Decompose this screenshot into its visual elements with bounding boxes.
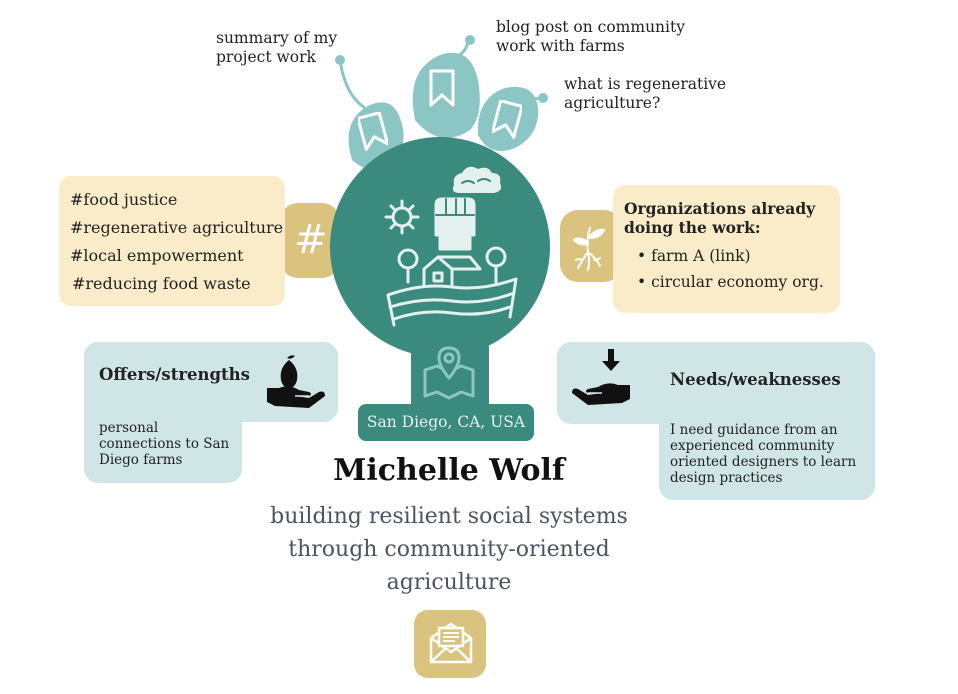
location-badge: San Diego, CA, USA xyxy=(358,404,534,441)
tag-item[interactable]: #regenerative agriculture xyxy=(70,218,284,237)
needs-heading: Needs/weaknesses xyxy=(670,370,841,389)
needs-body: I need guidance from an experienced comm… xyxy=(670,422,857,486)
tag-item[interactable]: #local empowerment xyxy=(70,246,244,265)
sprout-icon xyxy=(572,222,606,272)
contact-button[interactable] xyxy=(414,610,486,678)
farm-fist-icon xyxy=(382,157,522,327)
tags-card: #food justice #regenerative agriculture … xyxy=(59,176,285,306)
organization-link-circular[interactable]: circular economy org. xyxy=(651,273,824,291)
tag-item[interactable]: #food justice xyxy=(70,190,178,209)
organizations-heading: Organizations already doing the work: xyxy=(624,199,816,237)
location-label: San Diego, CA, USA xyxy=(366,413,526,431)
mail-icon xyxy=(428,620,474,666)
organization-item[interactable]: circular economy org. xyxy=(637,269,824,295)
needs-card-lower xyxy=(659,400,875,500)
profile-tagline: building resilient social systems throug… xyxy=(270,504,628,595)
organization-link-farm[interactable]: farm A (link) xyxy=(651,247,751,265)
resource-regen-link[interactable]: what is regenerative agriculture? xyxy=(564,75,727,112)
hashtag-icon: # xyxy=(294,217,328,263)
tag-item[interactable]: #reducing food waste xyxy=(72,274,251,293)
resource-blog-link[interactable]: blog post on community work with farms xyxy=(496,18,685,55)
organization-item[interactable]: farm A (link) xyxy=(637,243,824,269)
resource-summary-link[interactable]: summary of my project work xyxy=(216,29,338,66)
offers-heading: Offers/strengths xyxy=(99,365,250,384)
hand-receiving-icon xyxy=(570,347,632,407)
bookmark-icon[interactable] xyxy=(356,111,390,152)
bookmark-icon[interactable] xyxy=(427,68,457,110)
hand-offering-fruit-icon xyxy=(265,352,327,410)
offers-body: personal connections to San Diego farms xyxy=(99,420,230,468)
profile-name: Michelle Wolf xyxy=(333,453,565,488)
bookmark-icon[interactable] xyxy=(490,99,524,140)
map-pin-icon xyxy=(421,344,477,400)
organizations-card: Organizations already doing the work: fa… xyxy=(613,185,840,313)
